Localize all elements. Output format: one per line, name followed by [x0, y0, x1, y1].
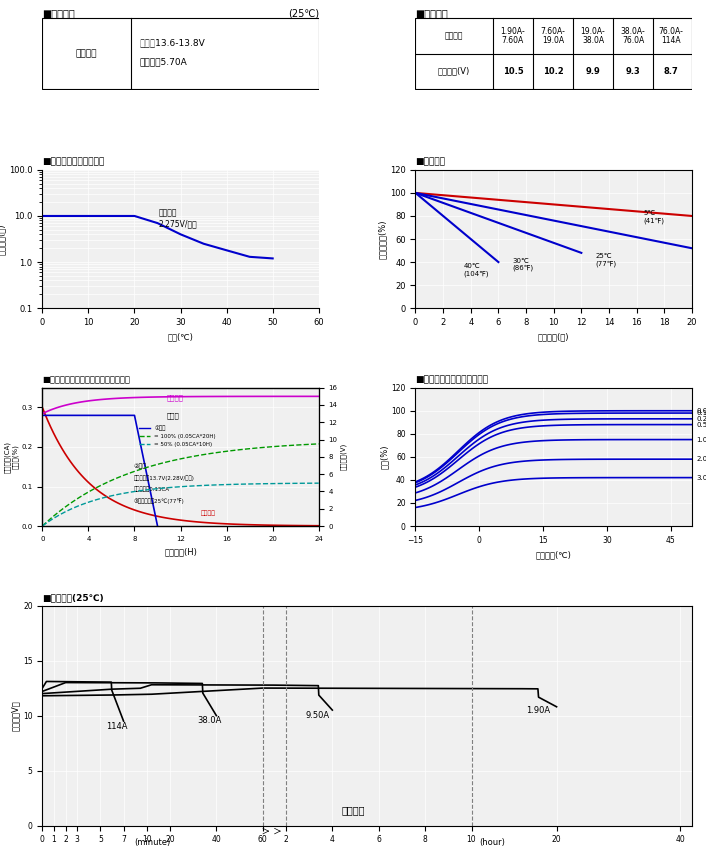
Text: 30℃
(86℉): 30℃ (86℉) — [513, 258, 533, 271]
Text: 定电压13.6-13.8V: 定电压13.6-13.8V — [139, 39, 205, 47]
Text: ■浮充用途的定电压和限电流充电特性: ■浮充用途的定电压和限电流充电特性 — [42, 375, 130, 384]
Text: 0.05CA: 0.05CA — [696, 408, 706, 414]
Text: 76.0A-
114A: 76.0A- 114A — [659, 27, 683, 46]
Text: 19.0A-
38.0A: 19.0A- 38.0A — [581, 27, 606, 46]
Text: ②充电: ②充电 — [133, 464, 147, 469]
Text: 1.90A-
7.60A: 1.90A- 7.60A — [501, 27, 525, 46]
Text: 充电电压：13.7V(2.28V/单元): 充电电压：13.7V(2.28V/单元) — [133, 476, 194, 482]
Text: 放电时间: 放电时间 — [341, 805, 365, 814]
Y-axis label: 充电电压(V): 充电电压(V) — [340, 443, 347, 470]
Text: 5℃
(41℉): 5℃ (41℉) — [643, 211, 664, 224]
Text: 终止电压(V): 终止电压(V) — [438, 66, 470, 76]
Text: 25℃
(77℉): 25℃ (77℉) — [595, 253, 616, 267]
Text: ■残存容量: ■残存容量 — [416, 157, 445, 166]
Text: 0.10CA: 0.10CA — [696, 410, 706, 416]
Text: 浮充用途: 浮充用途 — [76, 49, 97, 58]
Text: 充放比: 充放比 — [167, 413, 179, 419]
X-axis label: 温度(℃): 温度(℃) — [167, 333, 193, 341]
X-axis label: 充电时间(H): 充电时间(H) — [164, 547, 197, 556]
Text: ■容量与温度及放电电流关系: ■容量与温度及放电电流关系 — [416, 375, 489, 384]
Text: 9.50A: 9.50A — [305, 710, 330, 720]
Text: 40℃
(104℉): 40℃ (104℉) — [464, 263, 489, 277]
Text: 电池电压: 电池电压 — [167, 395, 184, 402]
Text: (hour): (hour) — [479, 838, 505, 847]
Y-axis label: 充电电流(CA)
充放比(%): 充电电流(CA) 充放比(%) — [4, 441, 18, 473]
Text: ■终止电压: ■终止电压 — [416, 9, 448, 19]
Y-axis label: 容量保存率(%): 容量保存率(%) — [378, 219, 387, 259]
Text: 1.00CA: 1.00CA — [696, 437, 706, 443]
X-axis label: 保存时间(月): 保存时间(月) — [538, 333, 570, 341]
Text: 38.0A-
76.0A: 38.0A- 76.0A — [621, 27, 645, 46]
Text: 2.00CA: 2.00CA — [696, 456, 706, 462]
Text: (minute): (minute) — [134, 838, 171, 847]
Text: 3.00CA: 3.00CA — [696, 475, 706, 481]
Text: 充电电流: 充电电流 — [201, 510, 216, 516]
Text: 8.7: 8.7 — [664, 66, 678, 76]
Text: 7.60A-
19.0A: 7.60A- 19.0A — [541, 27, 566, 46]
Legend: ①放电, = 100% (0.05CA*20H), = 50% (0.05CA*10H): ①放电, = 100% (0.05CA*20H), = 50% (0.05CA*… — [136, 423, 218, 449]
Text: ■放电特性(25℃): ■放电特性(25℃) — [42, 593, 104, 602]
Text: ③环境温度：25℃(77℉): ③环境温度：25℃(77℉) — [133, 498, 184, 503]
Text: 38.0A: 38.0A — [198, 716, 222, 725]
Text: 10.2: 10.2 — [543, 66, 563, 76]
Text: 0.25CA: 0.25CA — [696, 416, 706, 422]
Y-axis label: 容量(%): 容量(%) — [380, 445, 388, 469]
Text: 10.5: 10.5 — [503, 66, 523, 76]
X-axis label: 电池温度(℃): 电池温度(℃) — [536, 550, 572, 559]
Text: 放电电流: 放电电流 — [445, 32, 463, 40]
Text: ■不同温度下的浮充寿命: ■不同温度下的浮充寿命 — [42, 157, 104, 166]
Text: ■充电方法: ■充电方法 — [42, 9, 75, 19]
Text: 定电压: 定电压 — [139, 39, 155, 47]
Text: 充电电压
2.275V/单元: 充电电压 2.275V/单元 — [158, 209, 197, 228]
Text: 充电电流：0.15CA: 充电电流：0.15CA — [133, 487, 169, 493]
Text: 9.9: 9.9 — [586, 66, 600, 76]
Text: (25℃): (25℃) — [287, 9, 318, 19]
Text: 9.3: 9.3 — [626, 66, 640, 76]
Text: 0.50CA: 0.50CA — [696, 421, 706, 427]
Y-axis label: 端电压（V）: 端电压（V） — [11, 700, 20, 731]
Text: 114A: 114A — [106, 722, 128, 731]
Text: 1.90A: 1.90A — [526, 706, 550, 716]
Text: 最大电浶5.70A: 最大电浶5.70A — [139, 58, 187, 66]
Y-axis label: 使用寿命(年): 使用寿命(年) — [0, 224, 6, 255]
